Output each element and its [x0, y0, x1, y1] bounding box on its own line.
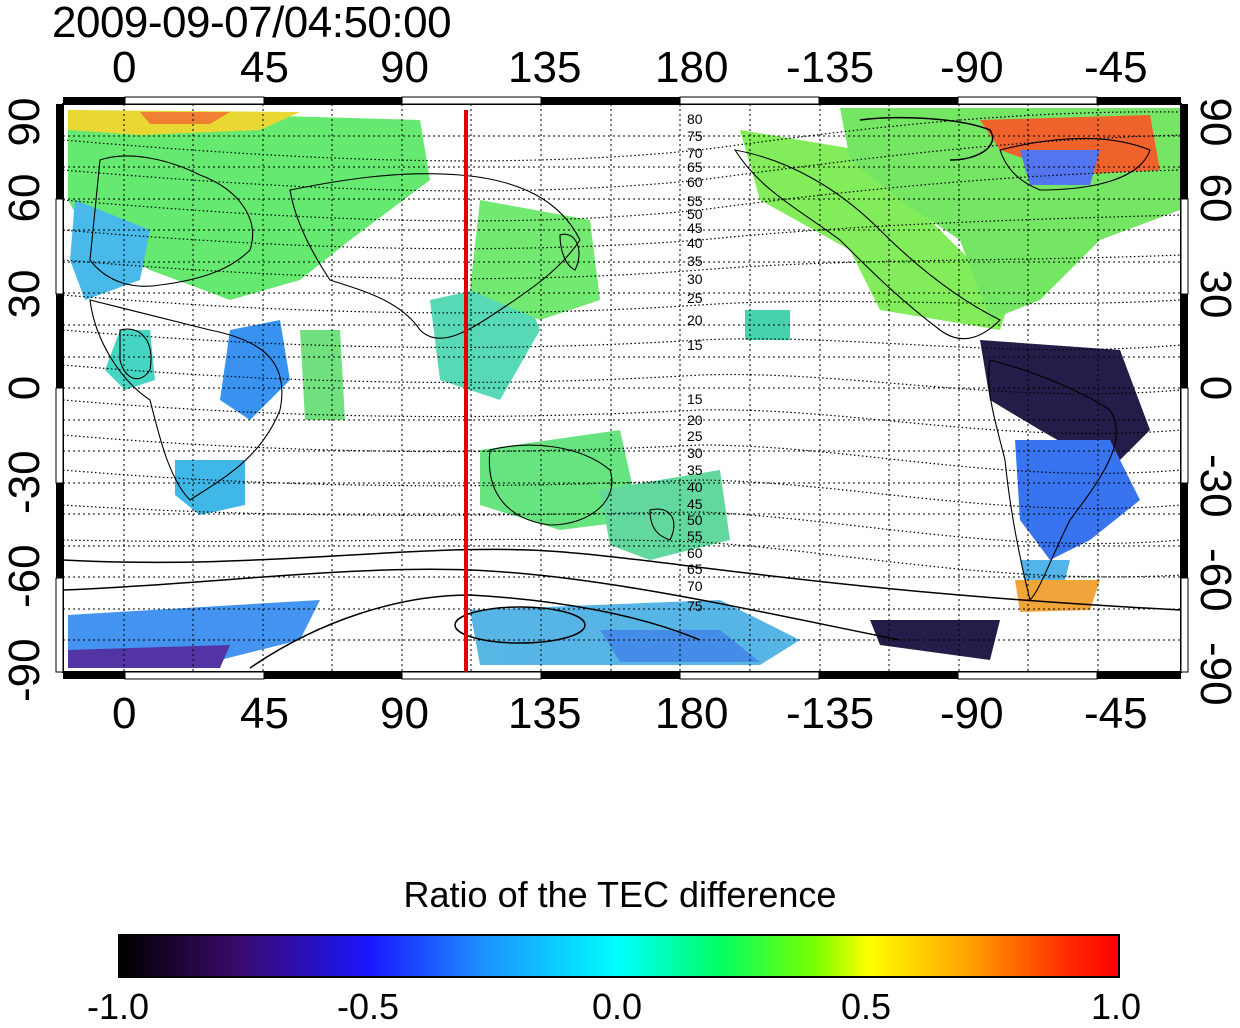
contour-label: 50: [687, 512, 703, 528]
tec-patch: [1015, 440, 1140, 560]
lat-tick-right-m30: -30: [1191, 454, 1240, 518]
lon-tick-top-45: 45: [240, 43, 289, 92]
lon-tick-top-135: 135: [508, 43, 582, 92]
lon-tick-bottom-m90: -90: [940, 689, 1004, 738]
lat-tick-right-0: 0: [1191, 375, 1240, 401]
contour-label: 40: [687, 235, 703, 251]
tec-patch: [470, 200, 600, 320]
lat-tick-left-m30: -30: [0, 450, 49, 514]
contour-label: 20: [687, 312, 703, 328]
contour-label: 70: [687, 145, 703, 161]
contour-label: 25: [687, 290, 703, 306]
lon-tick-top-90: 90: [380, 43, 429, 92]
contour-label: 30: [687, 445, 703, 461]
lat-tick-left-60: 60: [0, 173, 49, 223]
lon-tick-top-m45: -45: [1084, 43, 1148, 92]
contour-label: 70: [687, 578, 703, 594]
contour-label: 20: [687, 412, 703, 428]
lon-tick-top-0: 0: [112, 43, 137, 92]
contour-labels: 8075706560555045403530252015152025303540…: [687, 111, 703, 614]
contour-label: 75: [687, 128, 703, 144]
tec-data-patches: [68, 108, 1180, 668]
contour-label: 45: [687, 496, 703, 512]
colorbar-tick-05: 0.5: [840, 986, 892, 1027]
tec-patch: [300, 330, 345, 420]
tec-patch: [140, 112, 230, 124]
lon-tick-top-180: 180: [655, 43, 729, 92]
lon-tick-top-m135: -135: [786, 43, 875, 92]
lat-tick-right-60: 60: [1191, 173, 1240, 223]
tec-patch: [68, 645, 230, 668]
frame-bars: [55, 96, 1189, 680]
contour-label: 60: [687, 545, 703, 561]
contour-label: 80: [687, 111, 703, 127]
lon-tick-top-m90: -90: [940, 43, 1004, 92]
solid-contours: [63, 116, 1181, 669]
tec-patch: [105, 330, 155, 390]
colorbar-tick-m05: -0.5: [336, 986, 400, 1027]
contour-label: 55: [687, 193, 703, 209]
colorbar-tick-1: 1.0: [1090, 986, 1142, 1027]
coastlines: [89, 137, 1151, 602]
contour-label: 40: [687, 479, 703, 495]
lat-tick-left-m60: -60: [0, 544, 49, 608]
lon-tick-bottom-90: 90: [380, 689, 429, 738]
colorbar-tick-m1: -1.0: [86, 986, 150, 1027]
lat-tick-right-m60: -60: [1191, 548, 1240, 612]
colorbar-tick-0: 0.0: [591, 986, 643, 1027]
tec-patch: [70, 200, 150, 300]
lon-tick-bottom-m45: -45: [1084, 689, 1148, 738]
contour-label: 15: [687, 337, 703, 353]
timestamp-title: 2009-09-07/04:50:00: [52, 0, 452, 47]
contour-label: 35: [687, 253, 703, 269]
colorbar-title: Ratio of the TEC difference: [403, 874, 837, 915]
contour-label: 75: [687, 598, 703, 614]
lon-tick-bottom-135: 135: [508, 689, 582, 738]
contour-label: 45: [687, 220, 703, 236]
contour-label: 50: [687, 206, 703, 222]
contour-label: 30: [687, 271, 703, 287]
colorbar-gradient: [118, 934, 1120, 978]
tec-patch: [980, 115, 1160, 175]
contour-label: 55: [687, 528, 703, 544]
tec-patch: [220, 320, 290, 420]
tec-patch: [480, 430, 640, 530]
lat-tick-left-0: 0: [0, 375, 49, 401]
tec-patch: [600, 470, 730, 560]
lat-tick-right-m90: -90: [1191, 642, 1240, 706]
contour-label: 25: [687, 428, 703, 444]
lon-tick-bottom-m135: -135: [786, 689, 875, 738]
magnetic-latitude-contours: [63, 111, 1181, 578]
lat-tick-left-m90: -90: [0, 638, 49, 702]
lon-tick-bottom-0: 0: [112, 689, 137, 738]
contour-label: 35: [687, 462, 703, 478]
lat-tick-left-90: 90: [0, 97, 49, 147]
contour-label: 65: [687, 561, 703, 577]
lat-tick-right-90: 90: [1191, 97, 1240, 147]
tec-patch: [430, 280, 540, 400]
lon-tick-bottom-45: 45: [240, 689, 289, 738]
contour-label: 65: [687, 159, 703, 175]
contour-label: 15: [687, 391, 703, 407]
tec-patch: [68, 110, 430, 300]
lon-tick-bottom-180: 180: [655, 689, 729, 738]
tec-patch: [745, 310, 790, 340]
lat-tick-left-30: 30: [0, 269, 49, 319]
tec-patch: [980, 340, 1150, 470]
contour-label: 60: [687, 174, 703, 190]
lat-tick-right-30: 30: [1191, 269, 1240, 319]
